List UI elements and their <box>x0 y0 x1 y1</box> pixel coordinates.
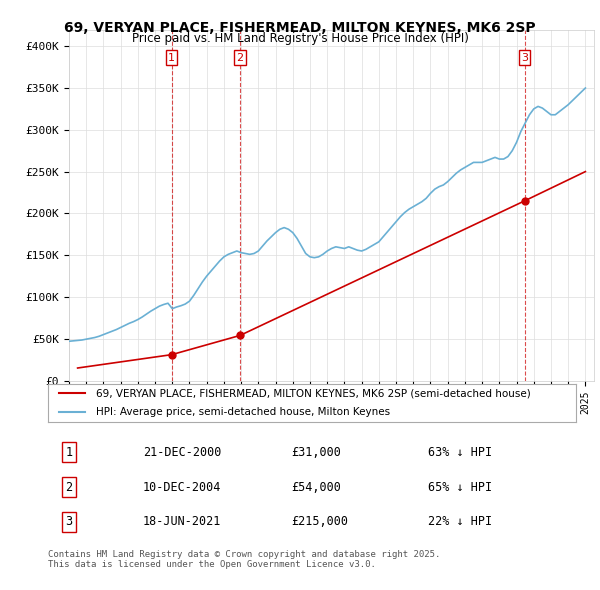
Text: £31,000: £31,000 <box>291 446 341 459</box>
Text: 69, VERYAN PLACE, FISHERMEAD, MILTON KEYNES, MK6 2SP: 69, VERYAN PLACE, FISHERMEAD, MILTON KEY… <box>64 21 536 35</box>
Text: 2: 2 <box>65 481 73 494</box>
Text: £54,000: £54,000 <box>291 481 341 494</box>
Text: 3: 3 <box>65 516 73 529</box>
Text: 1: 1 <box>168 53 175 63</box>
Text: 18-JUN-2021: 18-JUN-2021 <box>143 516 221 529</box>
Text: 65% ↓ HPI: 65% ↓ HPI <box>428 481 492 494</box>
Text: HPI: Average price, semi-detached house, Milton Keynes: HPI: Average price, semi-detached house,… <box>95 407 389 417</box>
Text: £215,000: £215,000 <box>291 516 348 529</box>
Text: 21-DEC-2000: 21-DEC-2000 <box>143 446 221 459</box>
Text: 69, VERYAN PLACE, FISHERMEAD, MILTON KEYNES, MK6 2SP (semi-detached house): 69, VERYAN PLACE, FISHERMEAD, MILTON KEY… <box>95 388 530 398</box>
Text: Price paid vs. HM Land Registry's House Price Index (HPI): Price paid vs. HM Land Registry's House … <box>131 32 469 45</box>
Text: 22% ↓ HPI: 22% ↓ HPI <box>428 516 492 529</box>
Text: 1: 1 <box>65 446 73 459</box>
Text: 2: 2 <box>236 53 244 63</box>
Text: Contains HM Land Registry data © Crown copyright and database right 2025.
This d: Contains HM Land Registry data © Crown c… <box>48 550 440 569</box>
Text: 3: 3 <box>521 53 528 63</box>
Text: 10-DEC-2004: 10-DEC-2004 <box>143 481 221 494</box>
Text: 63% ↓ HPI: 63% ↓ HPI <box>428 446 492 459</box>
